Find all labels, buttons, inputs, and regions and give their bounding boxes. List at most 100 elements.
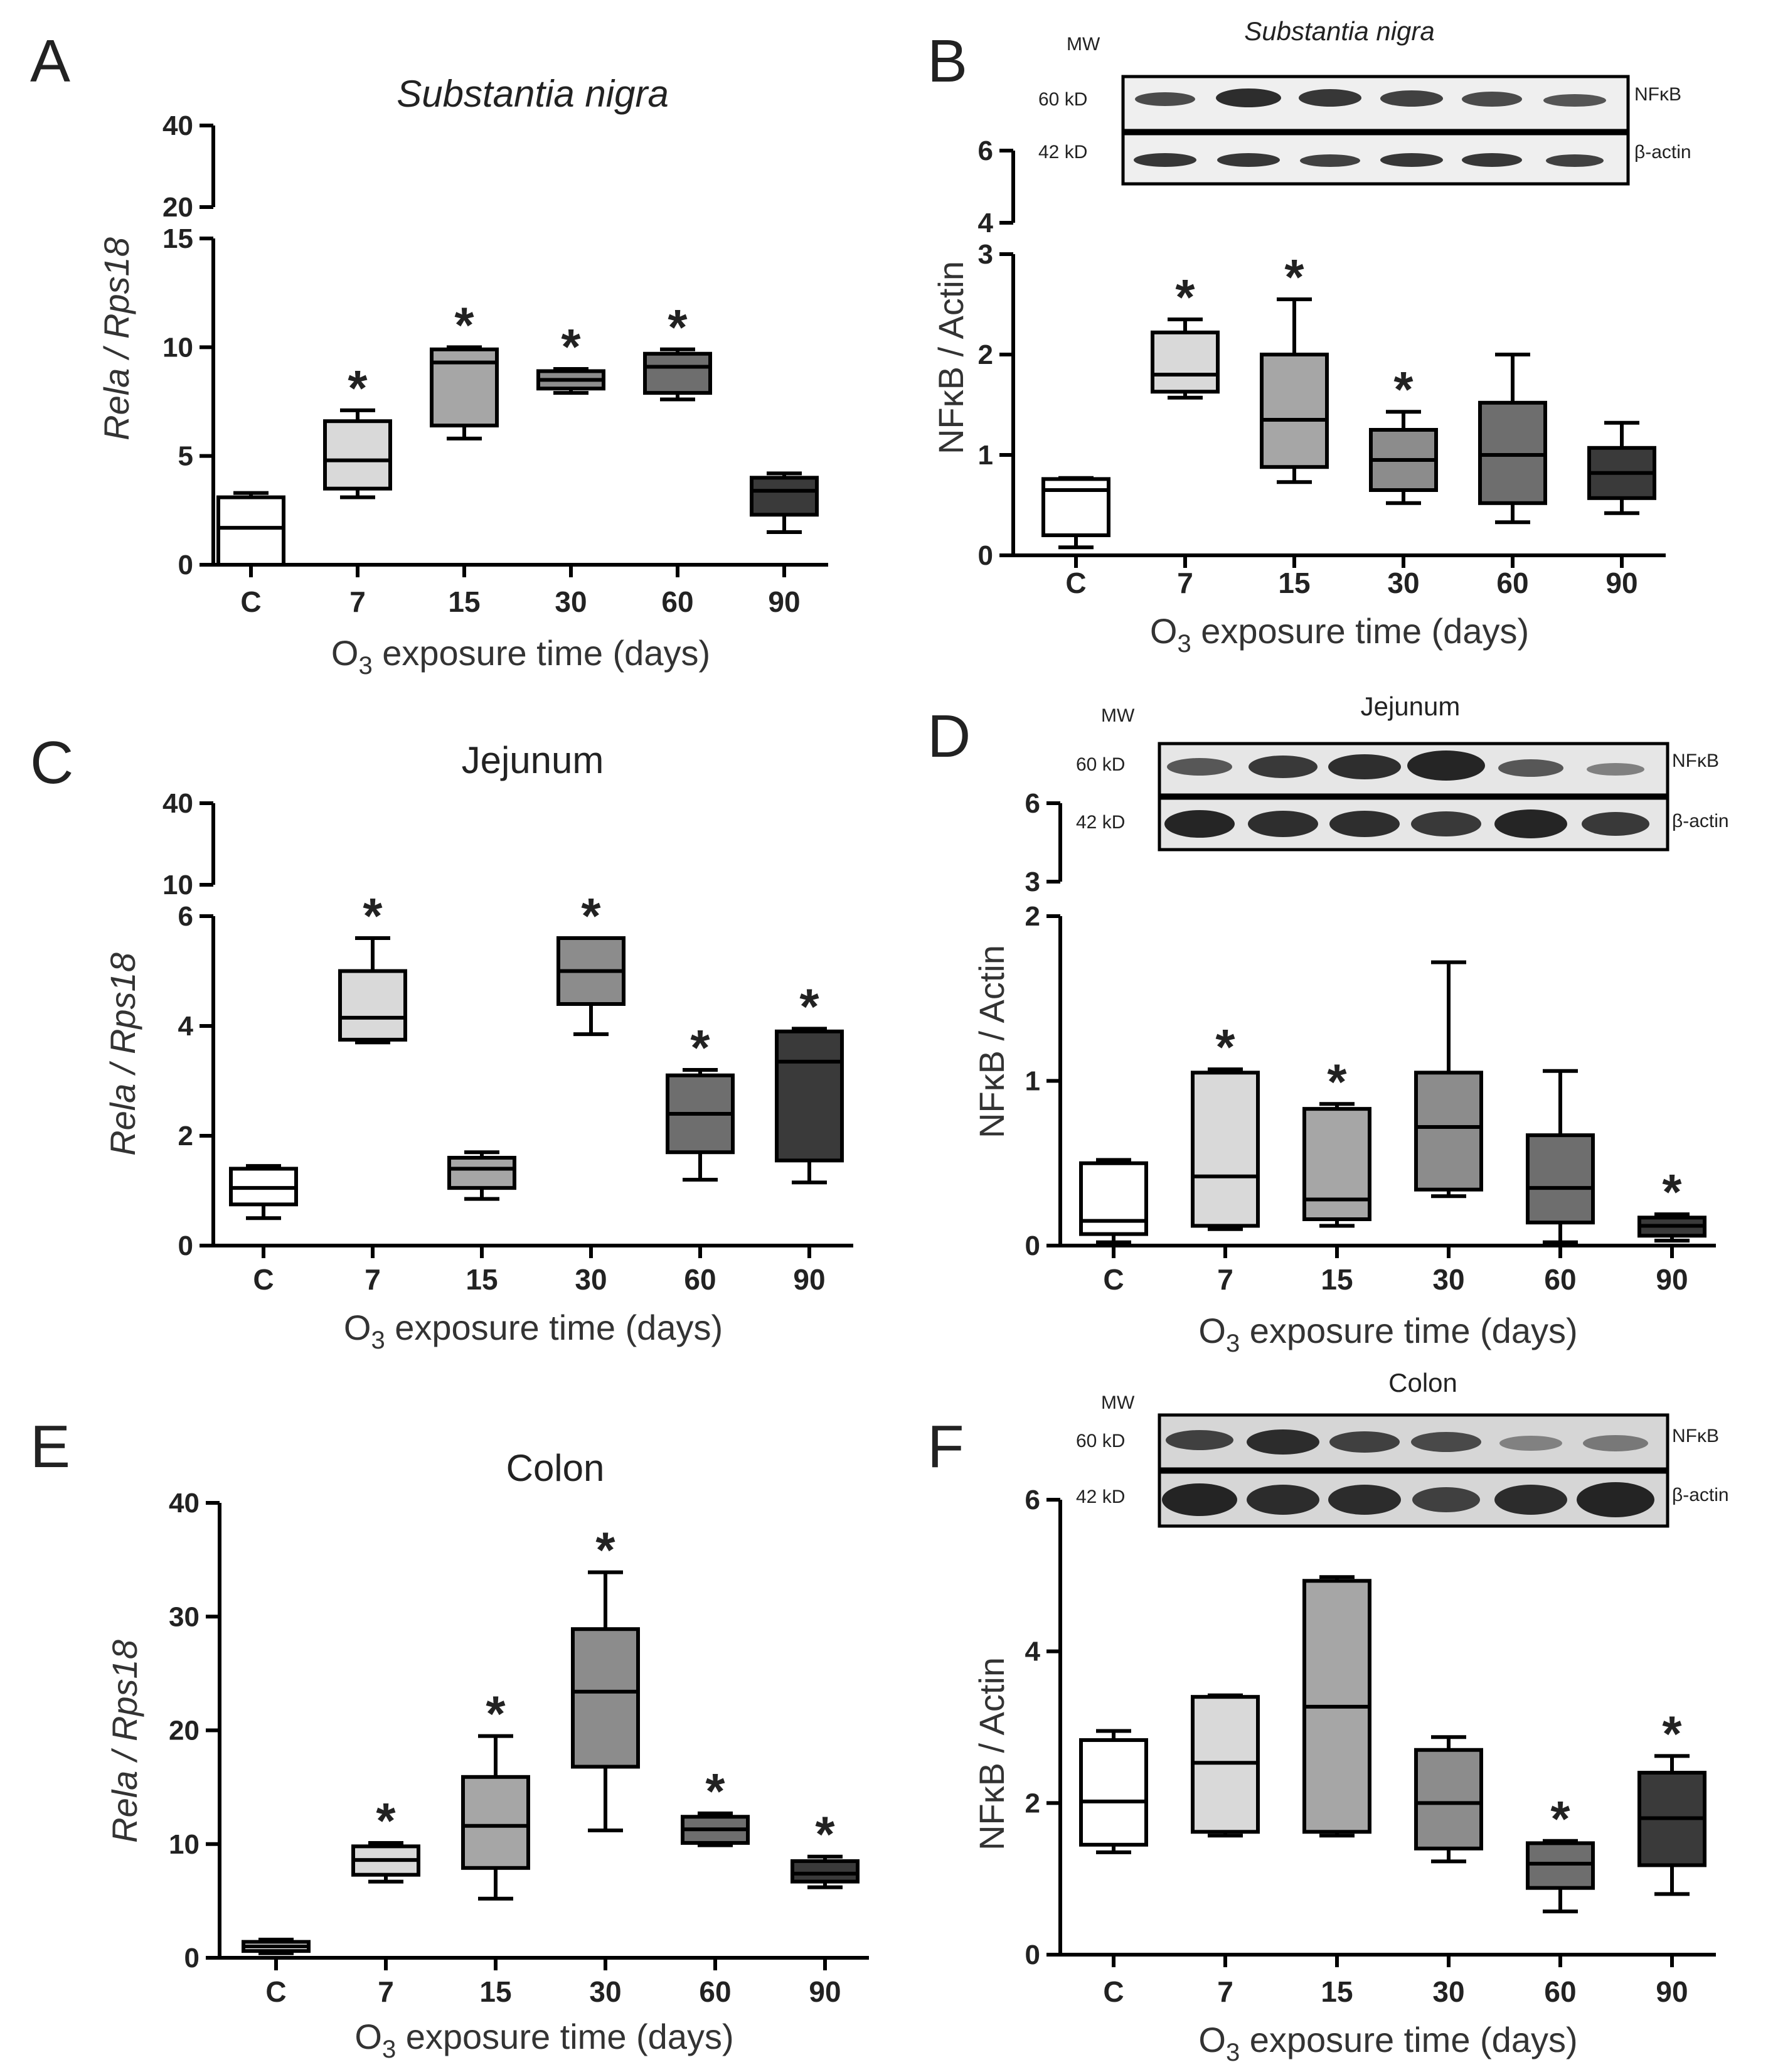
x-tick-label: C bbox=[240, 585, 261, 618]
x-tick-label: 30 bbox=[1387, 567, 1419, 599]
y-tick-label: 40 bbox=[162, 110, 193, 141]
panel-letter-a: A bbox=[30, 28, 70, 95]
panel-letter-b: B bbox=[927, 28, 967, 95]
x-tick-label: 60 bbox=[699, 1975, 731, 2008]
x-tick-label: 30 bbox=[1432, 1975, 1464, 2008]
y-tick-label: 6 bbox=[178, 901, 193, 932]
panel-title-c: Jejunum bbox=[462, 739, 604, 781]
x-tick-label: 60 bbox=[1496, 567, 1528, 599]
box-iqr bbox=[323, 419, 392, 491]
box-7 bbox=[323, 408, 392, 499]
blot-band bbox=[1167, 758, 1232, 776]
box-iqr bbox=[447, 1156, 516, 1190]
x-axis-label-part: exposure time (days) bbox=[1240, 2020, 1577, 2059]
y-tick-label: 40 bbox=[169, 1488, 200, 1519]
x-axis-label: O3 exposure time (days) bbox=[344, 1308, 723, 1354]
x-axis-label-part: O bbox=[331, 633, 359, 673]
significance-star: * bbox=[1215, 1019, 1235, 1075]
x-axis-label: O3 exposure time (days) bbox=[331, 633, 710, 680]
blot-band bbox=[1411, 811, 1481, 836]
y-tick-label: 20 bbox=[169, 1716, 200, 1746]
blot-band bbox=[1583, 1435, 1648, 1451]
y-tick-label: 10 bbox=[162, 332, 193, 363]
box-C bbox=[1041, 476, 1110, 550]
y-tick-label: 10 bbox=[162, 870, 193, 900]
blot-band bbox=[1216, 88, 1281, 107]
y-tick-label: 2 bbox=[178, 1121, 193, 1151]
y-axis-label: Rela / Rps18 bbox=[105, 1640, 144, 1843]
box-iqr bbox=[1041, 477, 1110, 538]
x-axis-label-part: exposure time (days) bbox=[385, 1308, 723, 1347]
y-tick-label: 2 bbox=[978, 339, 993, 370]
blot-nfkb-label: NFκB bbox=[1672, 1426, 1719, 1446]
box-iqr bbox=[1302, 1107, 1371, 1221]
x-tick-label: 15 bbox=[479, 1975, 511, 2008]
y-tick-label: 0 bbox=[978, 540, 993, 571]
box-15 bbox=[430, 345, 499, 441]
x-tick-label: 7 bbox=[349, 585, 366, 618]
box-7 bbox=[1191, 1067, 1260, 1231]
blot-band bbox=[1217, 153, 1280, 167]
blot-band bbox=[1543, 94, 1606, 107]
blot-band bbox=[1249, 756, 1318, 778]
blot-band bbox=[1329, 811, 1400, 837]
box-7 bbox=[351, 1840, 420, 1884]
x-axis-label: O3 exposure time (days) bbox=[1150, 611, 1529, 658]
box-30 bbox=[556, 936, 626, 1037]
panel-title-f: Colon bbox=[1388, 1368, 1457, 1397]
box-15 bbox=[447, 1150, 516, 1201]
box-iqr bbox=[791, 1859, 860, 1884]
panel-title-a: Substantia nigra bbox=[397, 73, 669, 115]
blot-band bbox=[1412, 1487, 1480, 1512]
x-tick-label: 7 bbox=[1177, 567, 1193, 599]
significance-star: * bbox=[376, 1793, 396, 1849]
box-90 bbox=[1637, 1212, 1706, 1243]
x-tick-label: 7 bbox=[1217, 1263, 1233, 1296]
y-tick-label: 4 bbox=[1025, 1637, 1041, 1667]
blot-band bbox=[1498, 759, 1563, 777]
blot-band bbox=[1577, 1482, 1654, 1517]
blot-nfkb-strip bbox=[1121, 75, 1630, 132]
box-60 bbox=[643, 347, 712, 402]
x-axis-label-part: exposure time (days) bbox=[1191, 611, 1529, 651]
x-tick-label: 15 bbox=[466, 1263, 498, 1296]
box-30 bbox=[536, 367, 605, 395]
box-iqr bbox=[1191, 1071, 1260, 1228]
blot-band bbox=[1166, 1430, 1233, 1450]
blot-actin-label: β-actin bbox=[1672, 811, 1729, 831]
x-axis-label: O3 exposure time (days) bbox=[1198, 1311, 1577, 1357]
box-iqr bbox=[775, 1029, 844, 1163]
significance-star: * bbox=[1662, 1706, 1682, 1761]
x-tick-label: C bbox=[1103, 1263, 1124, 1296]
x-axis-label-subscript: 3 bbox=[1226, 2039, 1240, 2066]
significance-star: * bbox=[690, 1020, 710, 1076]
significance-star: * bbox=[561, 319, 581, 375]
box-30 bbox=[571, 1570, 640, 1832]
x-axis-label-part: O bbox=[1150, 611, 1178, 651]
x-tick-label: 7 bbox=[365, 1263, 381, 1296]
blot-mw-label: MW bbox=[1101, 705, 1135, 726]
y-tick-label: 30 bbox=[169, 1601, 200, 1632]
x-tick-label: 7 bbox=[378, 1975, 394, 2008]
box-iqr bbox=[571, 1627, 640, 1769]
x-axis-label-part: O bbox=[354, 2017, 382, 2056]
blot-band bbox=[1587, 763, 1644, 776]
x-tick-label: 60 bbox=[1544, 1263, 1576, 1296]
significance-star: * bbox=[486, 1686, 506, 1742]
x-tick-label: 7 bbox=[1217, 1975, 1233, 2008]
y-tick-label: 0 bbox=[178, 1231, 193, 1261]
x-tick-label: 15 bbox=[1278, 567, 1310, 599]
y-axis-label: NFκB / Actin bbox=[931, 261, 971, 454]
blot-band bbox=[1462, 153, 1522, 167]
blot-band bbox=[1329, 1431, 1400, 1453]
blot-band bbox=[1494, 1485, 1567, 1515]
blot-band bbox=[1247, 1429, 1319, 1455]
blot-band bbox=[1494, 809, 1567, 838]
blot-inset-b: MW 60 kD 42 kD NFκB β-actin bbox=[1038, 34, 1691, 186]
chart-e: 0 10 20 30 40 C 7 * 15 * 30 * 60 * 90 * O3 exposure time… bbox=[105, 1488, 869, 2063]
box-iqr bbox=[216, 495, 285, 567]
x-axis-label-part: exposure time (days) bbox=[373, 633, 710, 673]
blot-band bbox=[1411, 1432, 1481, 1452]
